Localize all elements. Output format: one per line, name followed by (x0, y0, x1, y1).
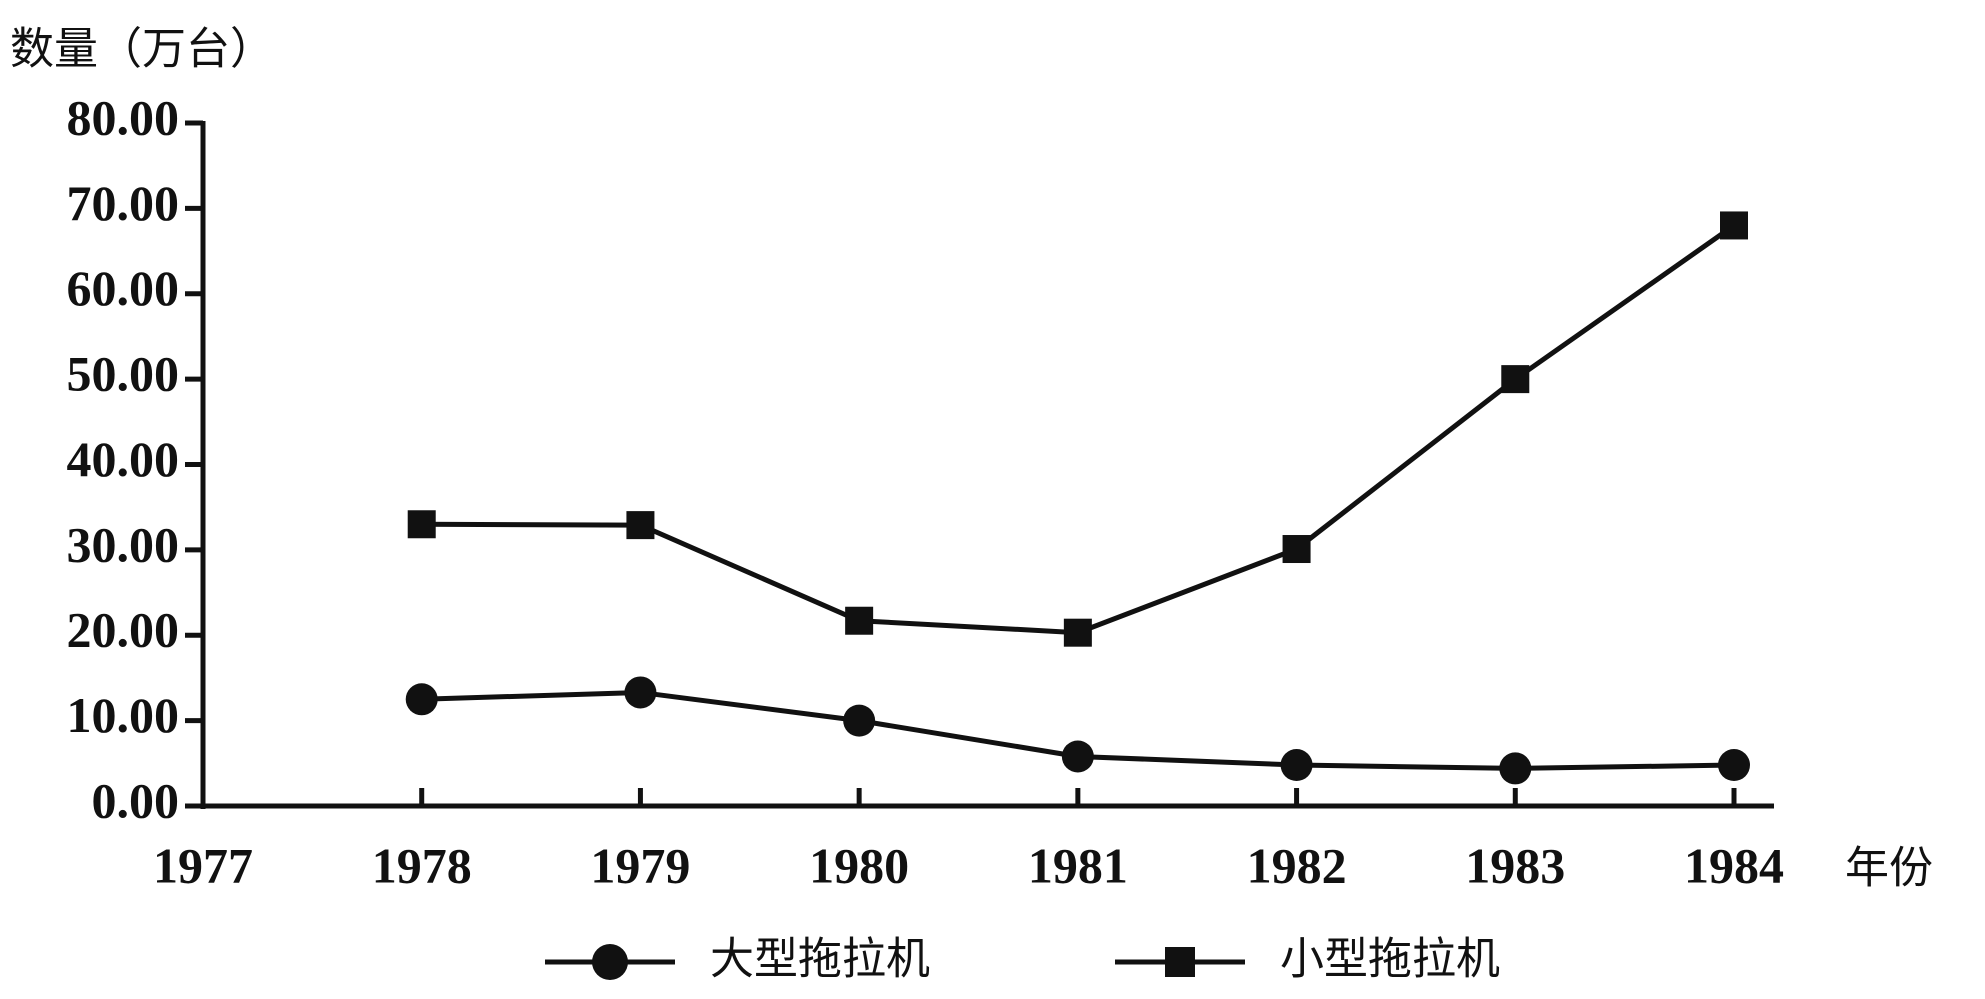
y-tick-label: 10.00 (67, 687, 180, 743)
y-tick-label: 60.00 (67, 260, 180, 316)
legend-marker (592, 944, 628, 980)
y-tick-label: 70.00 (67, 175, 180, 231)
data-point (405, 683, 438, 716)
legend-marker (1165, 947, 1195, 977)
x-tick-label: 1981 (1028, 837, 1128, 893)
data-point (1063, 618, 1092, 647)
y-tick-label: 20.00 (67, 602, 180, 658)
x-tick-label: 1982 (1247, 837, 1347, 893)
data-point (1720, 211, 1748, 240)
data-point (1280, 749, 1313, 782)
data-point (1282, 535, 1311, 564)
data-point (1501, 365, 1530, 394)
data-point (407, 510, 436, 539)
y-axis-label: 数量（万台） (10, 24, 274, 75)
x-tick-label: 1978 (372, 837, 472, 893)
legend-label: 大型拖拉机 (710, 934, 930, 985)
x-tick-label: 1980 (809, 837, 909, 893)
x-tick-label: 1977 (153, 837, 253, 893)
data-point (1061, 740, 1094, 773)
data-point (624, 676, 657, 709)
y-tick-label: 50.00 (67, 346, 180, 402)
data-point (1718, 749, 1750, 782)
data-point (626, 511, 655, 540)
y-tick-label: 40.00 (67, 431, 180, 487)
x-tick-label: 1979 (590, 837, 690, 893)
x-tick-label: 1983 (1465, 837, 1565, 893)
x-axis-label: 年份 (1845, 843, 1933, 894)
x-tick-label: 1984 (1684, 837, 1784, 893)
legend-label: 小型拖拉机 (1280, 934, 1500, 985)
y-tick-label: 30.00 (67, 516, 180, 572)
y-tick-label: 0.00 (92, 772, 180, 828)
data-point (845, 606, 874, 635)
y-tick-label: 80.00 (67, 89, 180, 145)
series-line (421, 223, 1736, 636)
data-point (843, 704, 876, 737)
data-point (1499, 752, 1532, 785)
